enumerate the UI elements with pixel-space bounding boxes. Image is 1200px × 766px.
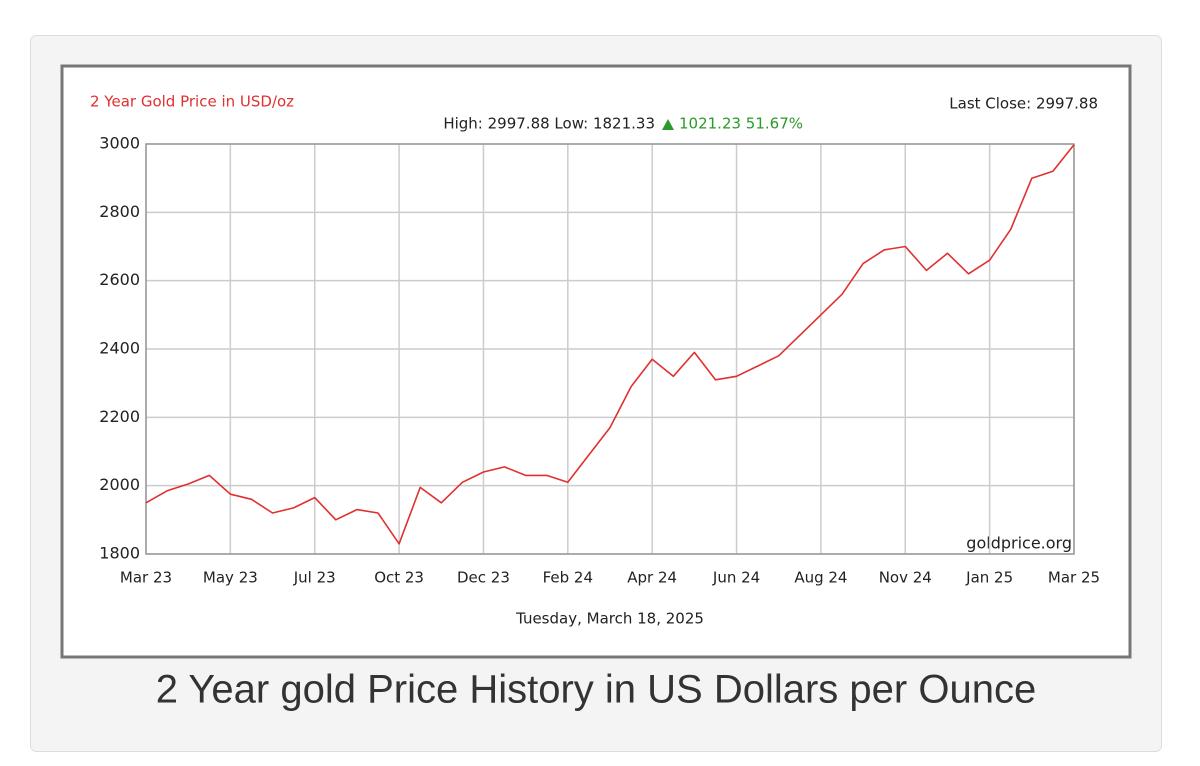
x-tick-label: Nov 24 [879,569,932,587]
plot: 1800 2000 2200 2400 2600 2800 3000 Mar 23 May 23… [99,134,1100,587]
x-tick-label: Apr 24 [627,569,677,587]
x-tick-label: Jul 23 [293,569,336,587]
y-tick-label: 3000 [99,134,140,153]
y-tick-label: 2200 [99,407,140,426]
caption: 2 Year gold Price History in US Dollars … [156,668,1036,712]
y-tick-label: 2400 [99,339,140,358]
x-tick-label: Jun 24 [712,569,760,587]
x-tick-label: Mar 23 [120,569,172,587]
y-tick-label: 2800 [99,202,140,221]
high-low: High: 2997.88 Low: 1821.33 [443,115,655,133]
chart-frame [60,64,1132,659]
x-tick-label: Feb 24 [543,569,593,587]
x-tick-label: Jan 25 [965,569,1013,587]
change: 1021.23 51.67% [679,115,803,133]
source: goldprice.org [966,534,1072,553]
price-line [145,144,1075,545]
x-tick-label: Dec 23 [457,569,510,587]
date: Tuesday, March 18, 2025 [515,610,704,628]
last-close: Last Close: 2997.88 [949,95,1098,113]
up-arrow [662,119,674,130]
x-tick-label: Aug 24 [794,569,847,587]
x-tick-label: Oct 23 [374,569,424,587]
x-tick-label: May 23 [203,569,258,587]
y-tick-label: 1800 [99,544,140,563]
y-tick-label: 2000 [99,475,140,494]
plot-border [145,143,1075,555]
x-tick-label: Mar 25 [1048,569,1100,587]
y-tick-label: 2600 [99,270,140,289]
chart-title: 2 Year Gold Price in USD/oz [90,93,294,111]
